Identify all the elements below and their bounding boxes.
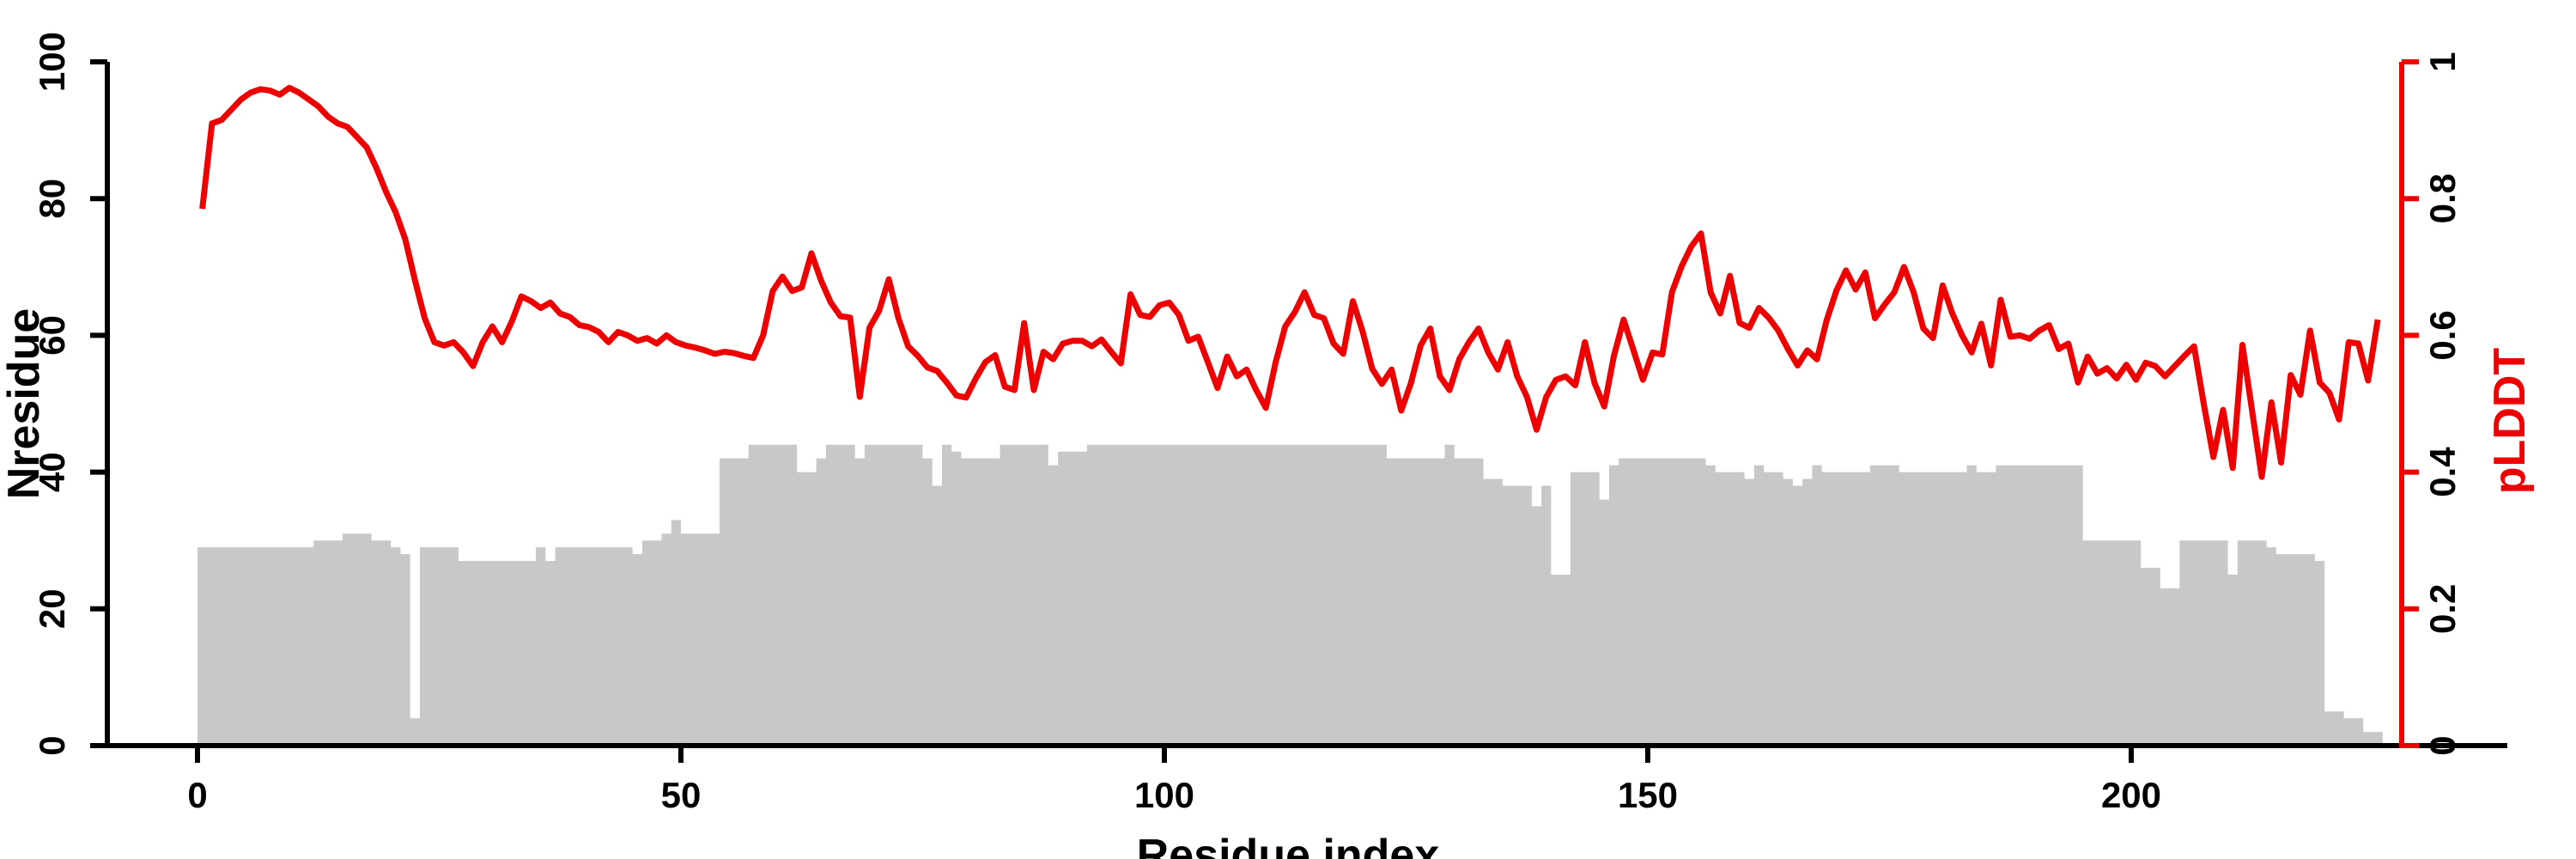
left-y-tick-label: 40	[32, 452, 72, 492]
left-y-tick-label: 100	[32, 32, 72, 92]
right-y-tick-label: 0.4	[2422, 447, 2463, 497]
left-y-tick-label: 0	[32, 735, 72, 755]
left-y-axis-ticks: 0 20 40 60 80 100	[32, 32, 107, 756]
right-y-tick-label: 0.6	[2422, 310, 2463, 360]
right-y-tick-label: 0	[2422, 735, 2463, 755]
plddt-line-series	[199, 84, 2381, 480]
right-y-tick-label: 1	[2422, 52, 2463, 71]
left-y-tick-label: 20	[32, 588, 72, 629]
x-tick-label: 150	[1618, 775, 1678, 815]
nresidue-area-series	[197, 444, 2383, 746]
x-tick-label: 50	[661, 775, 702, 815]
left-y-tick-label: 60	[32, 315, 72, 356]
right-y-axis-title: pLDDT	[2485, 348, 2535, 495]
right-y-tick-label: 0.8	[2422, 174, 2463, 223]
x-axis-title: Residue index	[1137, 831, 1440, 859]
x-tick-label: 0	[187, 775, 207, 815]
right-y-axis-ticks: 0 0.2 0.4 0.6 0.8 1	[2402, 52, 2463, 756]
x-tick-label: 100	[1134, 775, 1194, 815]
x-tick-label: 200	[2101, 775, 2161, 815]
x-axis-ticks: 0 50 100 150 200	[187, 746, 2161, 815]
left-y-axis-title: Nresidue	[0, 308, 49, 500]
right-y-tick-label: 0.2	[2422, 584, 2463, 634]
left-y-tick-label: 80	[32, 179, 72, 219]
